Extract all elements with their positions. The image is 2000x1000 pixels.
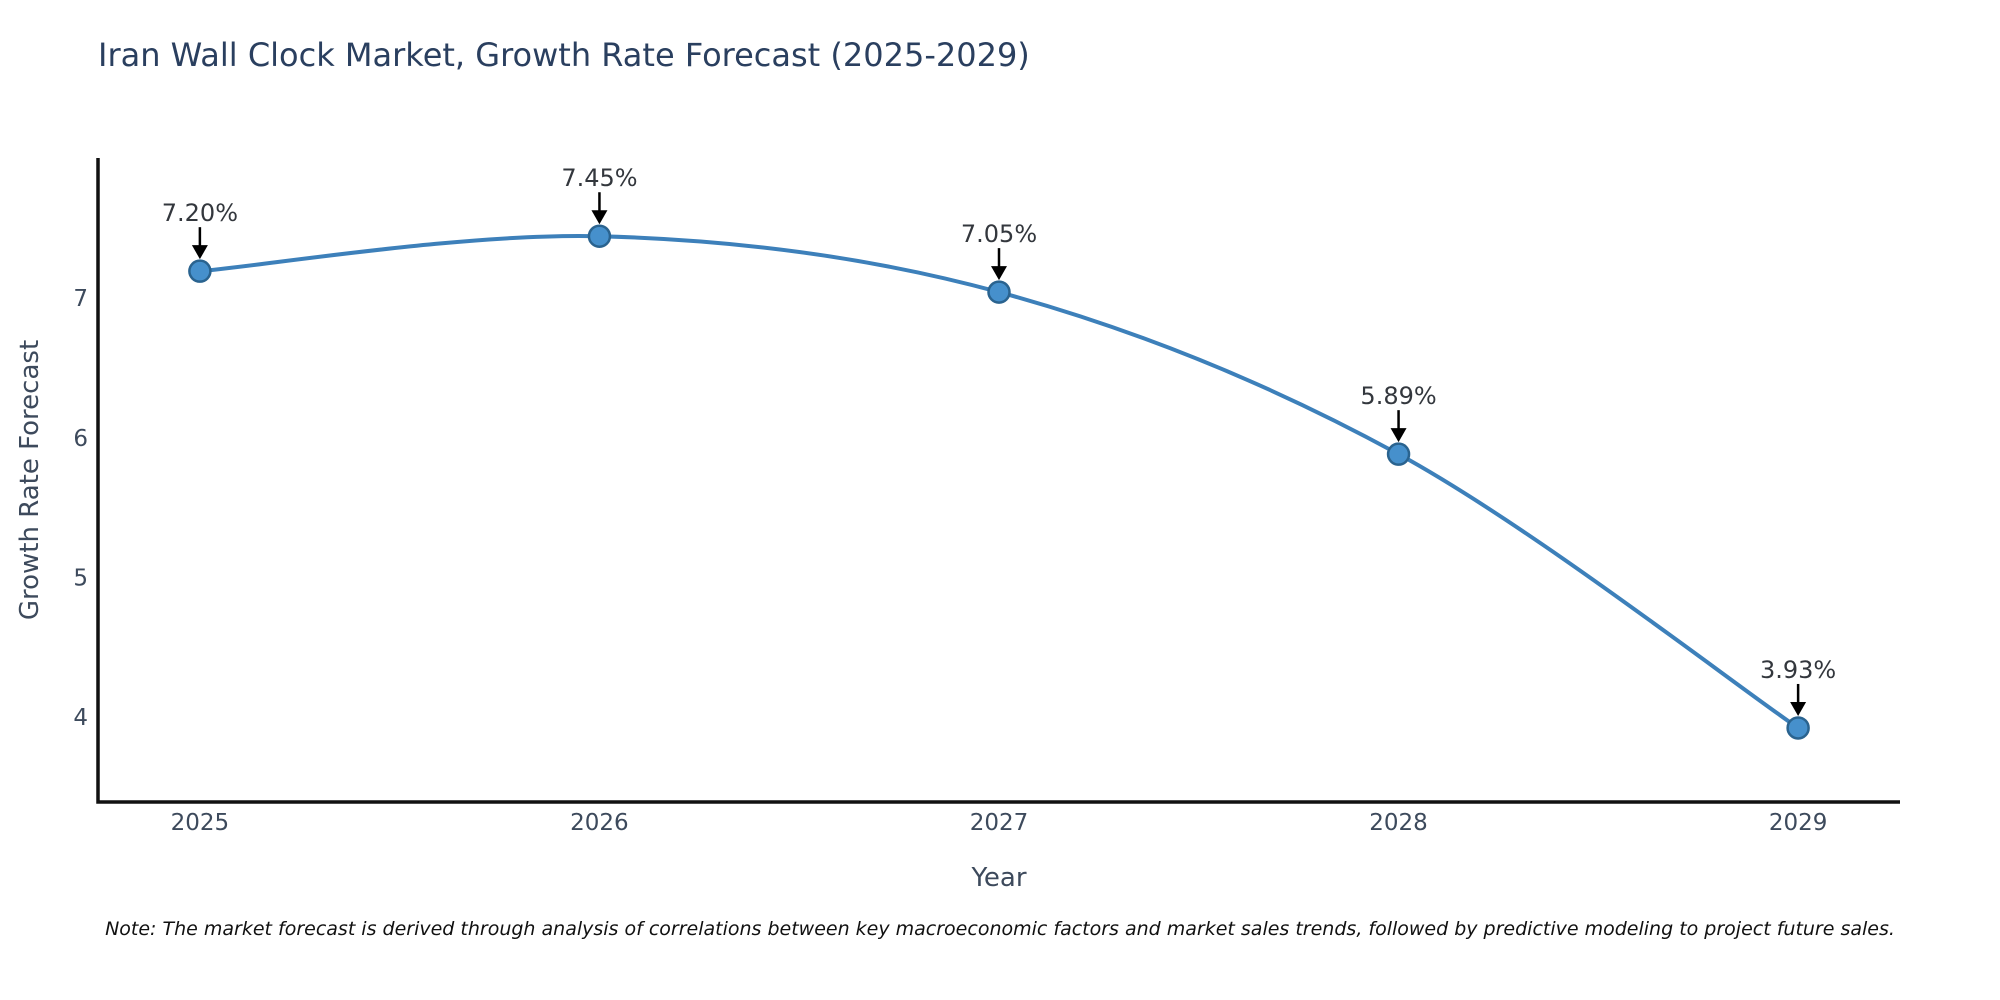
data-point-marker <box>188 259 212 283</box>
annotation-arrowhead <box>591 210 608 225</box>
y-tick-label: 4 <box>73 705 88 731</box>
annotation-arrowhead <box>1390 428 1407 443</box>
x-axis-title: Year <box>970 863 1026 893</box>
y-tick-label: 7 <box>73 286 88 312</box>
data-point-marker <box>1786 716 1810 740</box>
y-axis-title: Growth Rate Forecast <box>15 340 45 620</box>
data-point-marker <box>1386 442 1411 466</box>
x-tick-label: 2028 <box>1369 810 1428 836</box>
data-point-marker <box>587 224 612 248</box>
data-point-label: 5.89% <box>1360 382 1436 410</box>
data-point-label: 7.05% <box>961 220 1037 248</box>
forecast-line <box>197 233 1801 730</box>
x-tick-label: 2029 <box>1769 810 1828 836</box>
x-tick-label: 2026 <box>570 810 629 836</box>
annotation-arrowhead <box>1790 701 1807 716</box>
chart-title: Iran Wall Clock Market, Growth Rate Fore… <box>98 36 1030 74</box>
annotation-arrowhead <box>991 266 1007 281</box>
x-tick-label: 2025 <box>171 810 230 836</box>
annotation-arrowhead <box>191 245 208 260</box>
data-point-label: 7.45% <box>561 164 637 192</box>
x-tick-label: 2027 <box>970 810 1029 836</box>
data-point-marker <box>987 280 1011 304</box>
y-tick-label: 5 <box>73 565 88 591</box>
chart-footnote: Note: The market forecast is derived thr… <box>105 918 1895 940</box>
data-point-label: 3.93% <box>1760 656 1836 684</box>
axis-spines <box>96 158 1900 804</box>
data-point-label: 7.20% <box>162 199 238 227</box>
y-tick-label: 6 <box>73 426 88 452</box>
